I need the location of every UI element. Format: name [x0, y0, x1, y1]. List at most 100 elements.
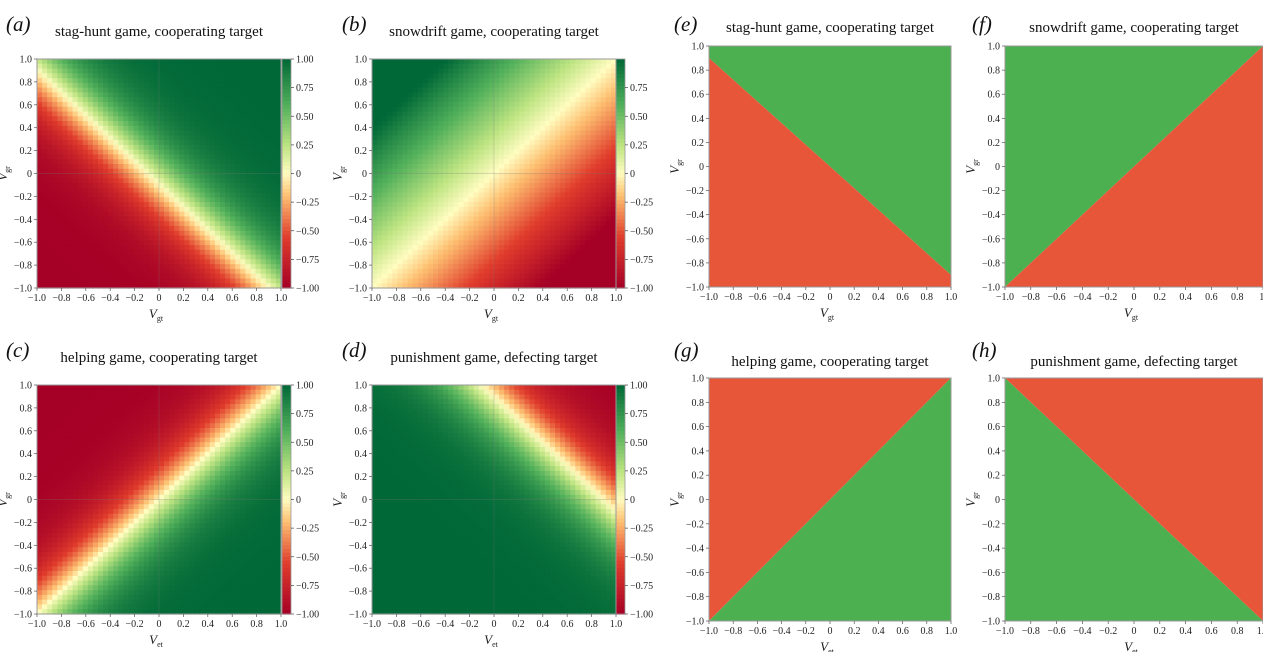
heatmap-cell: [402, 149, 409, 156]
heatmap-cell: [72, 278, 79, 284]
heatmap-cell: [504, 144, 510, 151]
heatmap-cell: [214, 168, 221, 175]
heatmap-cell: [174, 106, 180, 113]
heatmap-cell: [230, 97, 236, 103]
heatmap-cell: [478, 121, 485, 127]
heatmap-cell: [245, 125, 252, 132]
y-tick-label: 0.4: [692, 114, 705, 125]
heatmap-cell: [72, 178, 79, 184]
heatmap-cell: [514, 249, 521, 256]
heatmap-cell: [453, 216, 460, 222]
heatmap-cell: [138, 249, 145, 256]
region-red: [709, 58, 951, 287]
heatmap-cell: [52, 144, 58, 151]
heatmap-cell: [504, 173, 510, 179]
heatmap-cell: [250, 225, 257, 232]
heatmap-cell: [590, 235, 597, 241]
heatmap-cell: [377, 240, 383, 246]
heatmap-cell: [539, 154, 546, 160]
heatmap-cell: [164, 235, 170, 241]
heatmap-cell: [555, 68, 561, 74]
heatmap-cell: [92, 78, 99, 84]
heatmap-cell: [570, 63, 576, 70]
heatmap-cell: [433, 268, 439, 275]
heatmap-cell: [174, 159, 180, 165]
heatmap-cell: [174, 168, 180, 175]
heatmap-cell: [560, 59, 566, 65]
heatmap-cell: [392, 87, 399, 93]
heatmap-cell: [605, 192, 612, 198]
heatmap-cell: [255, 149, 262, 156]
heatmap-cell: [225, 59, 231, 65]
heatmap-cell: [138, 197, 145, 203]
heatmap-cell: [392, 163, 399, 170]
heatmap-cell: [549, 82, 556, 89]
heatmap-cell: [580, 168, 587, 175]
heatmap-cell: [98, 154, 104, 160]
heatmap-cell: [494, 159, 500, 165]
heatmap-cell: [98, 135, 104, 141]
heatmap-cell: [143, 154, 150, 160]
colorbar-segment: [616, 265, 625, 270]
heatmap-cell: [174, 216, 180, 222]
heatmap-cell: [468, 240, 475, 246]
heatmap-cell: [159, 206, 165, 213]
heatmap-cell: [483, 278, 490, 284]
heatmap-cell: [174, 254, 180, 260]
heatmap-cell: [427, 216, 434, 222]
heatmap-cell: [407, 154, 414, 160]
heatmap-cell: [220, 163, 226, 170]
heatmap-cell: [549, 225, 556, 232]
heatmap-cell: [37, 399, 43, 405]
heatmap-cell: [575, 135, 582, 141]
heatmap-cell: [585, 116, 592, 122]
heatmap-cell: [57, 125, 64, 132]
heatmap-cell: [77, 192, 84, 198]
heatmap-cell: [524, 121, 531, 127]
heatmap-cell: [448, 240, 454, 246]
heatmap-cell: [560, 149, 566, 156]
heatmap-cell: [544, 197, 551, 203]
heatmap-cell: [138, 63, 145, 70]
heatmap-cell: [427, 197, 434, 203]
heatmap-cell: [468, 78, 475, 84]
heatmap-cell: [153, 278, 160, 284]
heatmap-cell: [463, 221, 470, 227]
heatmap-cell: [590, 154, 597, 160]
heatmap-cell: [539, 97, 546, 103]
heatmap-cell: [235, 192, 241, 198]
heatmap-cell: [412, 264, 419, 270]
heatmap-cell: [82, 216, 89, 222]
heatmap-cell: [255, 59, 262, 65]
heatmap-cell: [560, 82, 566, 89]
heatmap-cell: [600, 254, 607, 260]
heatmap-cell: [509, 106, 515, 113]
heatmap-cell: [87, 254, 94, 260]
heatmap-cell: [433, 230, 439, 237]
heatmap-cell: [72, 78, 79, 84]
heatmap-cell: [580, 111, 587, 117]
heatmap-cell: [514, 154, 521, 160]
heatmap-cell: [47, 149, 53, 156]
heatmap-cell: [590, 259, 597, 265]
heatmap-cell: [387, 168, 393, 175]
heatmap-cell: [544, 202, 551, 208]
heatmap-cell: [189, 87, 196, 93]
heatmap-cell: [52, 82, 58, 89]
heatmap-cell: [103, 206, 109, 213]
colorbar-segment: [282, 215, 291, 220]
heatmap-cell: [164, 225, 170, 232]
heatmap-cell: [159, 245, 165, 251]
heatmap-cell: [92, 149, 99, 156]
heatmap-cell: [427, 121, 434, 127]
heatmap-cell: [62, 206, 69, 213]
heatmap-cell: [534, 159, 541, 165]
heatmap-cell: [250, 192, 257, 198]
heatmap-cell: [407, 259, 414, 265]
heatmap-cell: [143, 202, 150, 208]
heatmap-cell: [57, 130, 64, 136]
heatmap-cell: [590, 125, 597, 132]
heatmap-cell: [565, 202, 571, 208]
heatmap-cell: [534, 111, 541, 117]
heatmap-cell: [37, 187, 43, 194]
